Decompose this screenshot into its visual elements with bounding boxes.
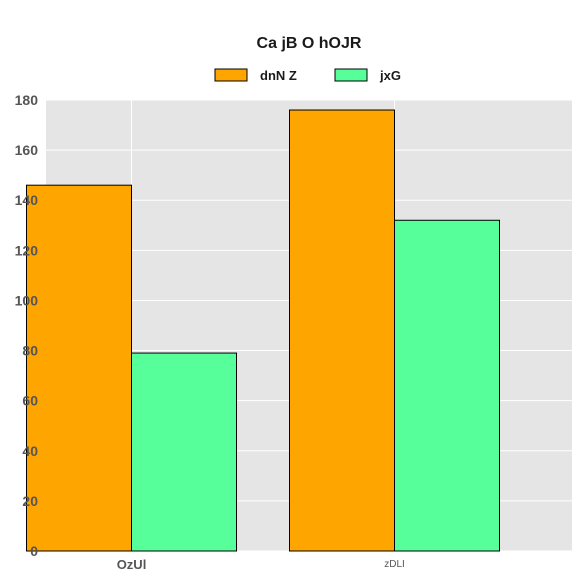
y-tick-label-3: 60 [22,393,38,409]
y-tick-label-9: 180 [15,92,39,108]
y-tick-label-2: 40 [22,443,38,459]
legend: dnN Z jxG [214,68,401,83]
y-tick-label-5: 100 [15,292,39,308]
legend-swatch-0 [214,68,248,82]
bar-0-0 [26,184,132,552]
bar-0-1 [289,109,395,552]
y-tick-label-6: 120 [15,242,39,258]
y-tick-label-4: 80 [22,343,38,359]
y-axis-ticks: 0 20 40 60 80 100 120 140 160 180 [15,92,39,559]
x-tick-label-1: zDLI [384,559,405,570]
x-axis-ticks: OzUl zDLI [117,557,405,572]
legend-label-1: jxG [379,68,401,83]
chart-title: Ca jB O hOJR [257,35,362,52]
legend-label-0: dnN Z [260,68,297,83]
x-tick-label-0: OzUl [117,557,147,572]
legend-swatch-1 [334,68,368,82]
bar-1-0 [131,352,237,552]
y-tick-label-8: 160 [15,142,39,158]
bars [26,109,500,552]
y-tick-label-0: 0 [30,543,38,559]
y-tick-label-1: 20 [22,493,38,509]
bar-1-1 [394,219,500,552]
y-tick-label-7: 140 [15,192,39,208]
